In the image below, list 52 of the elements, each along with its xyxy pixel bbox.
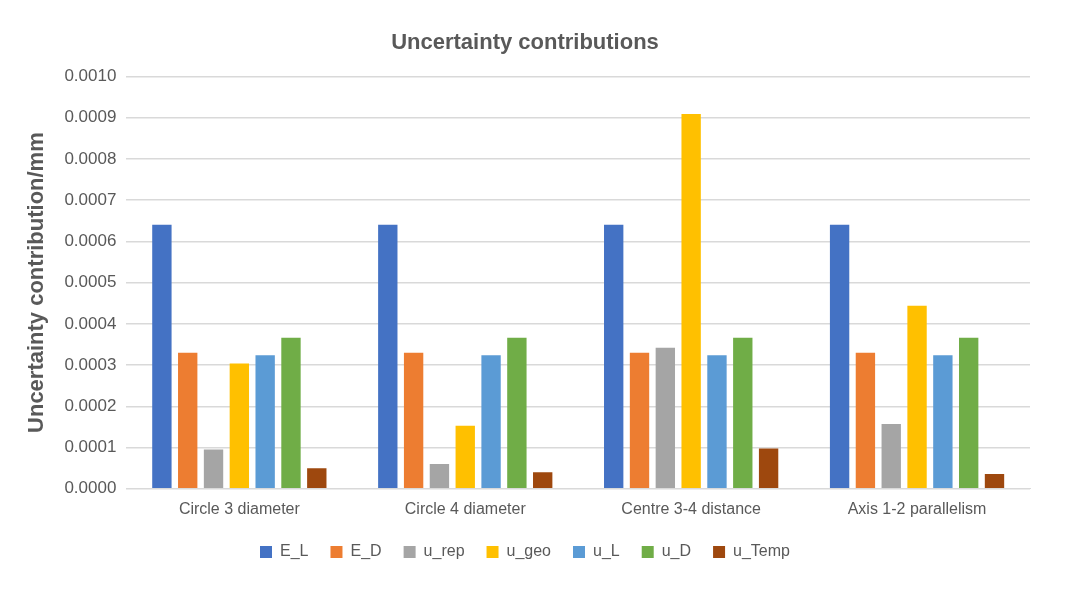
legend-label: u_L: [593, 542, 620, 561]
bar: [629, 352, 650, 489]
y-tick-label: 0.0004: [64, 313, 117, 333]
bar: [152, 224, 172, 489]
bar: [403, 352, 424, 489]
bar: [255, 355, 275, 489]
bar: [959, 337, 979, 489]
y-tick-label: 0.0005: [64, 272, 117, 292]
y-axis-title: Uncertainty contribution/mm: [23, 132, 49, 433]
legend-label: u_geo: [506, 542, 552, 561]
bar: [655, 347, 676, 489]
y-tick-label: 0.0001: [64, 437, 117, 457]
x-tick-label: Centre 3-4 distance: [621, 499, 762, 517]
bar: [881, 424, 901, 489]
bar: [178, 352, 198, 489]
legend-label: u_Temp: [733, 542, 791, 561]
legend-label: E_L: [280, 542, 309, 561]
bar: [855, 352, 876, 489]
bar: [829, 224, 850, 489]
x-tick-label: Circle 3 diameter: [178, 499, 301, 517]
y-tick-label: 0.0009: [64, 107, 117, 127]
x-tick-label: Axis 1-2 parallelism: [847, 499, 987, 517]
bar: [203, 449, 224, 489]
bar: [707, 355, 727, 489]
bar: [533, 472, 553, 489]
bar: [307, 468, 327, 489]
bar: [229, 363, 250, 489]
bar: [758, 448, 779, 489]
legend-label: u_D: [661, 542, 692, 561]
bar: [378, 224, 398, 489]
chart-title: Uncertainty contributions: [391, 29, 659, 55]
y-tick-label: 0.0007: [64, 189, 117, 209]
bar: [984, 473, 1005, 489]
bar: [507, 337, 527, 489]
y-tick-label: 0.0000: [64, 478, 117, 498]
y-tick-label: 0.0008: [64, 148, 117, 168]
bar: [907, 305, 927, 489]
bar: [933, 355, 953, 489]
bar: [455, 425, 475, 489]
y-tick-label: 0.0002: [64, 396, 117, 416]
bar: [733, 337, 753, 489]
legend-label: u_rep: [423, 542, 465, 561]
bar: [681, 113, 701, 489]
legend-label: E_D: [350, 542, 382, 561]
y-tick-label: 0.0006: [64, 231, 117, 251]
x-tick-label: Circle 4 diameter: [404, 499, 527, 517]
bar: [481, 355, 501, 489]
y-tick-label: 0.0003: [64, 354, 117, 374]
bar: [281, 337, 301, 489]
bar: [604, 224, 624, 489]
y-tick-label: 0.0010: [64, 66, 117, 86]
bar: [429, 464, 450, 489]
